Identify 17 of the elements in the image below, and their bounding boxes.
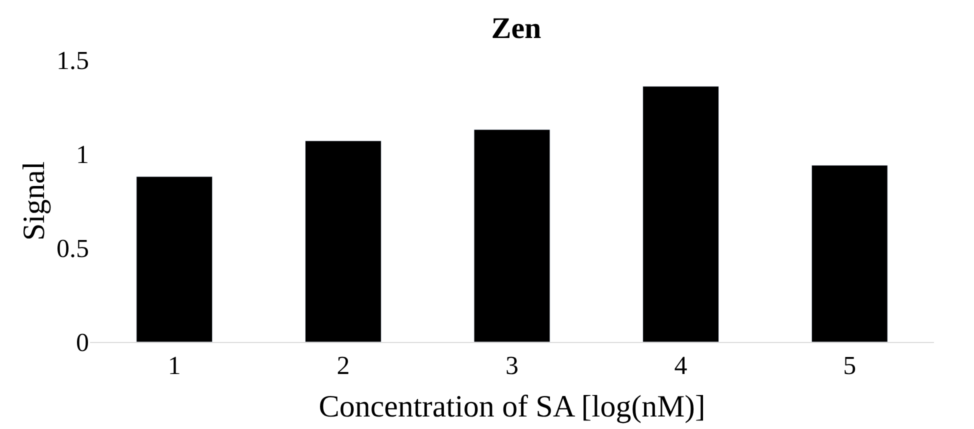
bar [304, 140, 382, 342]
x-tick-label: 3 [506, 351, 518, 380]
x-tick-label: 1 [168, 351, 181, 380]
x-tick-label: 2 [336, 351, 350, 380]
y-tick-label: 1.5 [56, 46, 89, 76]
x-tick-label: 4 [674, 351, 688, 380]
x-axis-title: Concentration of SA [log(nM)] [318, 388, 706, 424]
x-tick-label: 5 [843, 351, 856, 380]
bar [811, 165, 888, 342]
chart-title: Zen [491, 12, 542, 46]
y-tick-label: 0.5 [56, 234, 89, 264]
bar [136, 176, 213, 342]
y-tick-label: 1 [76, 140, 89, 170]
y-tick-label: 0 [76, 328, 89, 358]
bar [474, 129, 550, 342]
bar [642, 86, 720, 342]
y-axis-title: Signal [16, 161, 52, 241]
